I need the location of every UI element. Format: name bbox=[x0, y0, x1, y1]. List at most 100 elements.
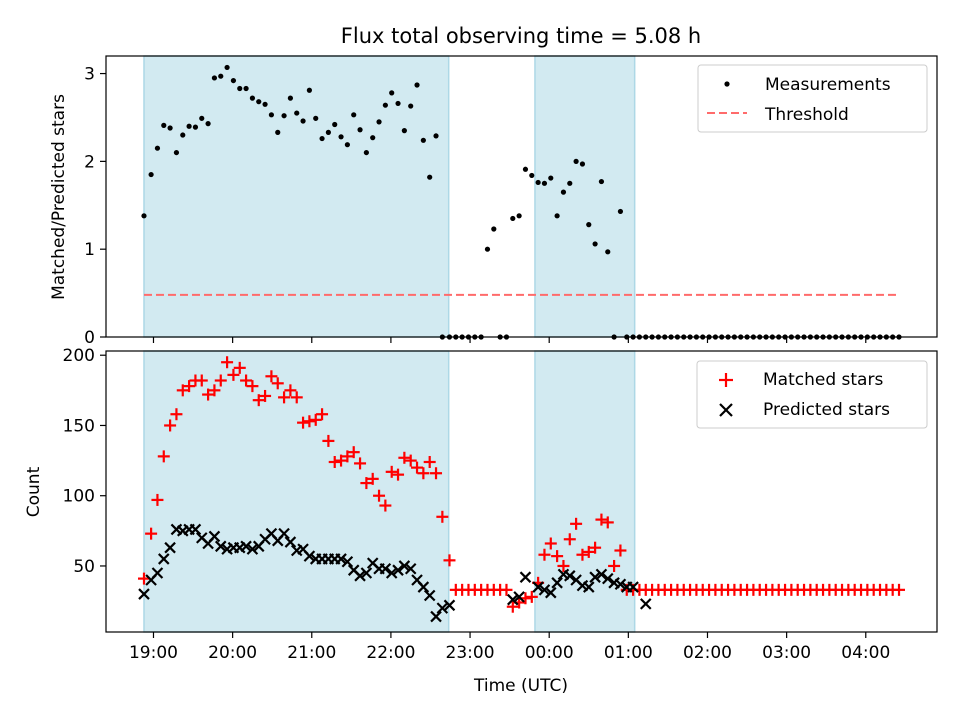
measurement-point bbox=[344, 142, 350, 148]
measurement-point bbox=[535, 179, 541, 186]
measurement-point bbox=[325, 129, 331, 135]
count-y-axis-label: Count bbox=[24, 466, 44, 517]
matched-star-point bbox=[443, 554, 456, 567]
observing-window-shading bbox=[143, 350, 636, 633]
legend-threshold-label: Threshold bbox=[764, 105, 849, 125]
matched-star-point bbox=[417, 467, 430, 480]
measurement-point bbox=[376, 119, 382, 125]
measurement-point bbox=[338, 134, 344, 140]
matched-star-point bbox=[208, 384, 221, 397]
matched-star-point bbox=[500, 583, 513, 596]
measurement-point bbox=[199, 115, 205, 121]
matched-star-point bbox=[157, 450, 170, 463]
predicted-star-point bbox=[627, 581, 639, 593]
x-tick-label: 23:00 bbox=[446, 643, 495, 663]
shade-band-1 bbox=[534, 55, 636, 338]
matched-star-point bbox=[506, 600, 519, 613]
y-tick-label: 50 bbox=[73, 557, 95, 577]
matched-star-point bbox=[373, 489, 386, 502]
measurement-point bbox=[161, 122, 167, 128]
matched-star-point bbox=[423, 455, 436, 468]
matched-star-point bbox=[601, 516, 614, 529]
x-tick-label: 01:00 bbox=[604, 643, 653, 663]
count-axes-frame bbox=[105, 350, 938, 633]
matched-star-point bbox=[284, 384, 297, 397]
x-axis-label: Time (UTC) bbox=[473, 676, 568, 696]
matched-star-point bbox=[170, 408, 183, 421]
legend-matched-label: Matched stars bbox=[763, 370, 883, 390]
measurement-point bbox=[491, 226, 497, 232]
matched-star-point bbox=[608, 559, 621, 572]
matched-star-point bbox=[309, 413, 322, 426]
measurement-point bbox=[401, 128, 407, 134]
matched-star-point bbox=[271, 377, 284, 390]
measurement-point bbox=[294, 110, 300, 116]
measurement-point bbox=[357, 127, 363, 133]
measurement-point bbox=[586, 222, 592, 228]
matched-star-point bbox=[151, 493, 164, 506]
matched-star-point bbox=[227, 368, 240, 381]
predicted-star-point bbox=[545, 586, 557, 599]
matched-star-point bbox=[233, 361, 246, 374]
predicted-star-point bbox=[354, 570, 366, 582]
measurement-point bbox=[484, 246, 491, 252]
x-tick-label: 21:00 bbox=[287, 643, 336, 663]
measurement-point bbox=[554, 213, 560, 219]
predicted-star-point bbox=[379, 562, 392, 575]
matched-star-point bbox=[360, 477, 373, 490]
measurement-point bbox=[370, 135, 376, 141]
measurement-point bbox=[579, 161, 586, 167]
predicted-star-point bbox=[246, 543, 259, 555]
matched-star-point bbox=[366, 472, 379, 485]
predicted-star-point bbox=[151, 567, 164, 579]
ratio-legend: Measurements Threshold bbox=[697, 64, 928, 133]
count-x-ticks: 19:00 20:00 21:00 22:00 23:00 00:00 01:00 02:00… bbox=[129, 632, 890, 663]
x-tick-label: 19:00 bbox=[129, 643, 178, 663]
y-tick-label: 3 bbox=[84, 65, 95, 85]
x-tick-label: 22:00 bbox=[366, 643, 415, 663]
matched-star-point bbox=[246, 380, 259, 393]
matched-star-point bbox=[595, 513, 608, 526]
matched-star-point bbox=[392, 468, 405, 481]
matched-star-point bbox=[259, 389, 272, 402]
predicted-star-point bbox=[240, 540, 252, 553]
measurement-point bbox=[592, 241, 598, 247]
predicted-star-point bbox=[614, 578, 627, 591]
predicted-star-point bbox=[595, 568, 608, 581]
measurement-point bbox=[167, 125, 173, 131]
legend-measurements-label: Measurements bbox=[765, 75, 891, 95]
predicted-star-point bbox=[563, 570, 576, 582]
y-tick-label: 1 bbox=[84, 240, 95, 260]
matched-star-points bbox=[137, 356, 906, 613]
predicted-star-point bbox=[551, 577, 563, 589]
predicted-star-point bbox=[189, 523, 202, 536]
matched-star-point bbox=[354, 457, 367, 470]
matched-star-point bbox=[582, 545, 595, 558]
measurement-point bbox=[567, 180, 573, 186]
matched-star-point bbox=[221, 356, 234, 369]
predicted-star-point bbox=[443, 599, 456, 612]
measurement-point bbox=[605, 249, 611, 255]
predicted-star-point bbox=[423, 589, 436, 602]
matched-star-point bbox=[335, 454, 348, 467]
measurement-point bbox=[332, 121, 338, 128]
legend-measurements-marker bbox=[724, 81, 730, 87]
matched-star-point bbox=[538, 548, 551, 561]
measurement-point bbox=[186, 123, 192, 129]
predicted-star-point bbox=[157, 553, 170, 565]
measurement-point bbox=[414, 82, 420, 88]
x-tick-label: 02:00 bbox=[683, 643, 732, 663]
measurement-point bbox=[573, 158, 579, 164]
measurement-point bbox=[237, 85, 243, 92]
predicted-star-point bbox=[519, 571, 532, 583]
matched-star-point bbox=[379, 499, 392, 512]
predicted-star-point bbox=[601, 572, 614, 585]
ratio-legend-frame bbox=[697, 64, 928, 133]
matched-star-point bbox=[525, 590, 538, 603]
matched-star-point bbox=[297, 416, 310, 429]
matched-star-point bbox=[551, 550, 564, 563]
matched-star-point bbox=[265, 370, 278, 383]
predicted-star-point bbox=[417, 581, 430, 593]
chart-title: Flux total observing time = 5.08 h bbox=[341, 24, 701, 48]
